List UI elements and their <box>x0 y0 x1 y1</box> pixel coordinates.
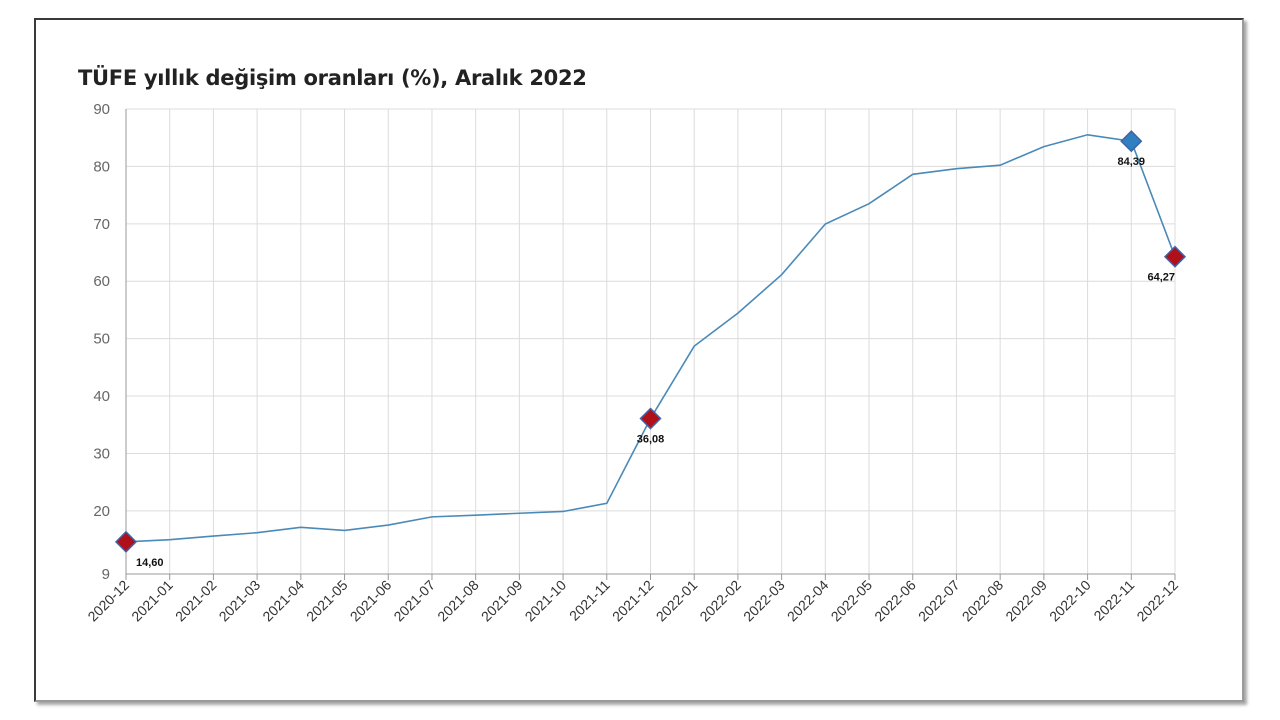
x-tick-label: 2022-12 <box>1133 577 1181 625</box>
x-tick-label: 2022-04 <box>784 577 832 625</box>
x-tick-label: 2022-01 <box>653 577 701 625</box>
chart-title: TÜFE yıllık değişim oranları (%), Aralık… <box>78 66 587 90</box>
x-tick-label: 2022-06 <box>871 577 919 625</box>
x-tick-label: 2021-12 <box>609 577 657 625</box>
data-point-marker <box>114 530 138 553</box>
data-label: 64,27 <box>1147 272 1175 284</box>
y-tick-label: 9 <box>102 566 110 583</box>
x-tick-label: 2021-04 <box>259 577 307 625</box>
x-tick-label: 2021-11 <box>566 577 613 624</box>
chart-frame <box>34 18 1244 702</box>
y-tick-label: 30 <box>93 445 110 462</box>
data-label: 84,39 <box>1118 156 1146 168</box>
x-tick-label: 2021-01 <box>128 577 176 625</box>
x-tick-label: 2022-09 <box>1002 577 1050 625</box>
x-tick-label: 2022-02 <box>696 577 744 625</box>
data-label: 36,08 <box>637 434 665 446</box>
y-tick-label: 20 <box>93 503 110 520</box>
y-tick-label: 40 <box>93 388 110 405</box>
x-tick-label: 2021-07 <box>390 577 438 625</box>
x-tick-label: 2021-09 <box>478 577 526 625</box>
data-point-marker <box>1163 245 1187 268</box>
data-point-marker <box>1120 130 1143 153</box>
x-tick-label: 2022-05 <box>828 577 876 625</box>
x-tick-label: 2021-08 <box>434 577 482 625</box>
data-label: 14,60 <box>136 557 164 569</box>
x-tick-label: 2022-11 <box>1091 577 1138 624</box>
x-tick-label: 2021-03 <box>216 577 264 625</box>
y-tick-label: 70 <box>93 216 110 233</box>
x-tick-label: 2022-03 <box>740 577 788 625</box>
y-tick-label: 80 <box>93 158 110 175</box>
x-tick-label: 2022-08 <box>959 577 1007 625</box>
x-tick-label: 2022-07 <box>915 577 963 625</box>
y-tick-label: 60 <box>93 273 110 290</box>
x-tick-label: 2021-06 <box>347 577 395 625</box>
y-tick-label: 90 <box>93 101 110 118</box>
x-tick-label: 2022-10 <box>1046 577 1094 625</box>
x-tick-label: 2021-02 <box>172 577 220 625</box>
y-tick-label: 50 <box>93 331 110 348</box>
data-point-marker <box>639 407 662 430</box>
x-tick-label: 2021-10 <box>522 577 570 625</box>
x-tick-label: 2021-05 <box>303 577 351 625</box>
x-tick-label: 2020-12 <box>84 577 132 625</box>
